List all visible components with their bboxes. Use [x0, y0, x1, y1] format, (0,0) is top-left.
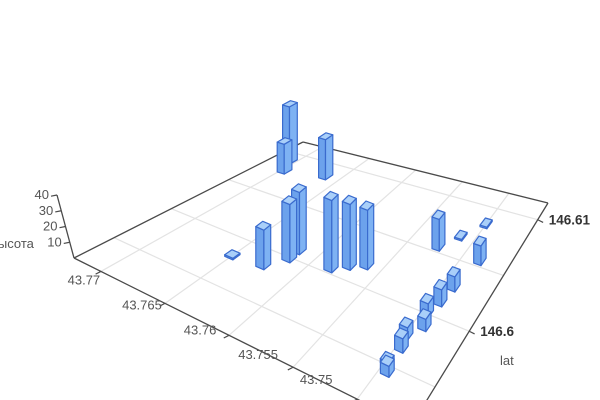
tick-mark — [287, 366, 294, 371]
bar-right-face — [283, 139, 293, 175]
tick-mark — [223, 334, 230, 339]
tick-mark — [59, 225, 66, 229]
bar-top-face — [394, 327, 409, 340]
tick-labels: 43.77 43.765 43.76 43.755 43.75 146.6 146.61 10… — [35, 187, 591, 400]
bar-top-face — [417, 308, 432, 320]
tick-mark — [50, 194, 58, 197]
bar-top-face — [318, 132, 334, 141]
bar-top-face — [224, 249, 241, 259]
back-right-edge — [302, 141, 549, 204]
lat-tick-label: 146.61 — [549, 213, 591, 228]
bar-3d[interactable] — [359, 200, 375, 271]
bar-3d[interactable] — [473, 235, 487, 267]
bar-left-face — [341, 200, 351, 271]
bar-3d[interactable] — [433, 278, 448, 308]
bar-left-face — [318, 137, 327, 181]
bar-left-face — [276, 141, 285, 175]
bar-left-face — [473, 242, 482, 267]
a-axis-edge — [73, 257, 361, 400]
z-tick-label: 20 — [43, 219, 57, 234]
tick-mark — [55, 210, 62, 213]
bar-3d[interactable] — [318, 132, 334, 181]
bar-left-face — [255, 226, 265, 271]
bar-top-face — [433, 278, 448, 291]
bar-top-face — [379, 354, 395, 367]
bar-right-face — [331, 193, 339, 274]
tick-mark — [537, 219, 544, 223]
bar-top-face — [281, 195, 298, 206]
tick-mark — [468, 330, 475, 335]
a-tick-label: 43.765 — [122, 297, 162, 312]
bar-3d[interactable] — [453, 229, 468, 242]
tick-mark — [159, 302, 166, 307]
bar-top-face — [398, 316, 414, 329]
bar-top-face — [431, 209, 446, 220]
tick-mark — [95, 270, 102, 275]
bar-top-face — [359, 200, 375, 211]
bar-right-face — [324, 134, 334, 181]
back-left-edge — [73, 141, 304, 259]
bar-top-face — [446, 266, 461, 278]
grid-line — [292, 181, 463, 368]
bar-right-face — [289, 198, 298, 264]
bar-right-face — [263, 224, 272, 271]
bar-top-face — [282, 100, 298, 108]
z-tick-label: 40 — [35, 187, 49, 202]
bar-3d[interactable] — [394, 327, 409, 354]
bar-left-face — [323, 196, 333, 274]
bar-top-face — [276, 137, 293, 145]
bar-top-face — [323, 190, 339, 202]
bar-top-face — [341, 194, 357, 206]
bar-top-face — [479, 217, 493, 228]
bar-3d[interactable] — [341, 194, 357, 271]
bar-3d[interactable] — [379, 354, 395, 378]
bar-right-face — [298, 186, 307, 256]
tick-mark — [63, 241, 70, 245]
grid-line — [228, 169, 417, 336]
bar-left-face — [281, 200, 291, 264]
bar-top-face — [291, 183, 307, 194]
bar-3d[interactable] — [276, 137, 293, 175]
bar-top-face — [453, 229, 468, 241]
bars — [224, 100, 493, 378]
bar-3d[interactable] — [255, 220, 272, 271]
bar-right-face — [367, 203, 375, 271]
bar-3d[interactable] — [417, 308, 432, 333]
z-tick-label: 10 — [47, 234, 61, 249]
grid-line — [171, 208, 470, 332]
lat-tick-label: 146.6 — [480, 324, 514, 339]
a-tick-label: 43.77 — [68, 272, 101, 287]
bar-right-face — [349, 197, 357, 271]
a-tick-label: 43.75 — [300, 372, 333, 387]
a-tick-label: 43.76 — [184, 322, 217, 337]
bar-3d[interactable] — [431, 209, 446, 252]
bar-3d[interactable] — [479, 217, 493, 230]
z-tick-label: 30 — [39, 203, 53, 218]
bar-top-face — [419, 292, 435, 305]
bar-3d[interactable] — [446, 266, 461, 293]
lat-axis-edge — [426, 202, 549, 400]
lat-axis-title: lat — [500, 353, 514, 368]
bar-3d[interactable] — [281, 195, 298, 264]
bar-top-face — [473, 235, 487, 247]
bar-left-face — [431, 216, 440, 252]
z-axis-title: высота — [0, 236, 34, 251]
bar-top-face — [255, 220, 272, 231]
a-tick-label: 43.755 — [238, 347, 278, 362]
bar-left-face — [359, 206, 369, 271]
bar-3d[interactable] — [323, 190, 339, 274]
bar-3d[interactable] — [224, 249, 241, 261]
